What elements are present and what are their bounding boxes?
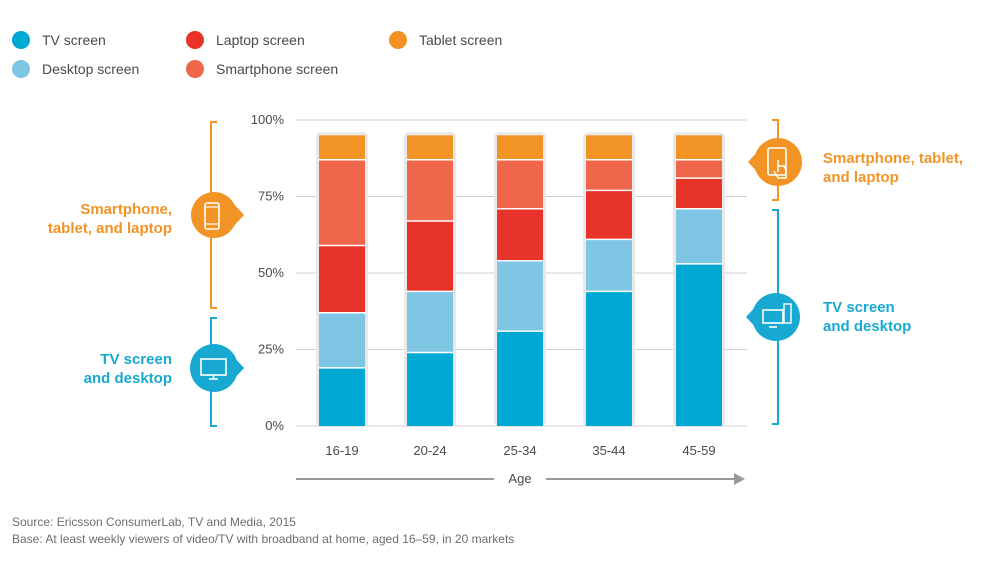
legend-item-smartphone: Smartphone screen	[186, 60, 338, 78]
x-tick-label: 35-44	[592, 443, 625, 458]
bar-segment-tv-screen	[407, 352, 453, 426]
chart-legend: TV screen Desktop screen Laptop screen S…	[0, 0, 560, 90]
right-mobile-badge	[748, 138, 802, 186]
x-tick-label: 16-19	[325, 443, 358, 458]
tablet-touch-icon	[767, 147, 787, 179]
legend-item-tablet: Tablet screen	[389, 31, 502, 49]
bar-segment-desktop-screen	[497, 260, 543, 332]
x-tick-label: 25-34	[503, 443, 536, 458]
base-note: Base: At least weekly viewers of video/T…	[12, 532, 515, 546]
bar-segment-smartphone-screen	[407, 159, 453, 221]
bar-segment-laptop-screen	[407, 220, 453, 292]
bar-segment-desktop-screen	[319, 312, 365, 368]
bar-segment-smartphone-screen	[497, 159, 543, 209]
legend-swatch-smartphone	[186, 60, 204, 78]
axis-ticks: 0% 25% 50% 75% 100% 16-19 20-24 25-34 35-44 45-59	[251, 112, 716, 458]
smartphone-icon	[204, 202, 220, 230]
bar-segment-smartphone-screen	[319, 159, 365, 246]
bar-segment-tablet-screen	[497, 135, 543, 160]
bar-segment-smartphone-screen	[676, 159, 722, 179]
right-tv-annotation: TV screen and desktop	[823, 298, 911, 336]
y-tick-label: 0%	[265, 418, 284, 433]
left-tv-text: TV screen and desktop	[83, 351, 172, 387]
bar-segment-desktop-screen	[407, 291, 453, 353]
legend-label-tablet: Tablet screen	[419, 32, 503, 48]
age-axis-arrowhead	[734, 473, 745, 485]
bar-segment-tablet-screen	[676, 135, 722, 160]
left-tv-badge	[190, 344, 244, 392]
left-mobile-text: Smartphone, tablet, and laptop	[47, 201, 172, 237]
bars	[316, 132, 725, 427]
y-tick-label: 100%	[251, 112, 285, 127]
legend-swatch-tablet	[389, 31, 407, 49]
left-mobile-badge	[191, 192, 244, 238]
bar-segment-desktop-screen	[676, 208, 722, 264]
bar-segment-tv-screen	[586, 291, 632, 426]
y-tick-label: 50%	[258, 265, 284, 280]
bar-segment-tv-screen	[676, 263, 722, 426]
bar-segment-tv-screen	[497, 331, 543, 426]
chart-footer: Source: Ericsson ConsumerLab, TV and Med…	[12, 514, 514, 548]
bar-segment-laptop-screen	[497, 208, 543, 261]
bar-segment-laptop-screen	[676, 178, 722, 209]
bar-segment-desktop-screen	[586, 239, 632, 292]
right-tv-badge	[746, 293, 800, 341]
legend-item-desktop: Desktop screen	[12, 60, 139, 78]
legend-label-laptop: Laptop screen	[216, 32, 305, 48]
bar-segment-tv-screen	[319, 367, 365, 426]
left-tv-annotation: TV screen and desktop	[84, 350, 172, 388]
x-tick-label: 45-59	[682, 443, 715, 458]
y-tick-label: 75%	[258, 189, 284, 204]
tv-desktop-icon	[762, 303, 792, 328]
bar-segment-tablet-screen	[319, 135, 365, 160]
bar-segment-laptop-screen	[586, 190, 632, 240]
source-note: Source: Ericsson ConsumerLab, TV and Med…	[12, 515, 296, 529]
x-tick-label: 20-24	[413, 443, 446, 458]
bar-segment-laptop-screen	[319, 245, 365, 313]
legend-label-smartphone: Smartphone screen	[216, 61, 339, 77]
x-axis-label: Age	[508, 471, 531, 486]
legend-swatch-laptop	[186, 31, 204, 49]
y-tick-label: 25%	[258, 342, 284, 357]
right-tv-text: TV screen and desktop	[823, 299, 912, 335]
right-mobile-annotation: Smartphone, tablet, and laptop	[823, 149, 963, 187]
bar-segment-tablet-screen	[586, 135, 632, 160]
left-mobile-annotation: Smartphone, tablet, and laptop	[48, 200, 172, 238]
bar-segment-tablet-screen	[407, 135, 453, 160]
bar-segment-smartphone-screen	[586, 159, 632, 191]
legend-swatch-desktop	[12, 60, 30, 78]
legend-label-desktop: Desktop screen	[42, 61, 140, 77]
legend-item-laptop: Laptop screen	[186, 31, 305, 49]
right-mobile-text: Smartphone, tablet, and laptop	[823, 150, 964, 186]
legend-swatch-tv	[12, 31, 30, 49]
legend-label-tv: TV screen	[42, 32, 106, 48]
tv-icon	[200, 358, 227, 380]
legend-item-tv: TV screen	[12, 31, 106, 49]
